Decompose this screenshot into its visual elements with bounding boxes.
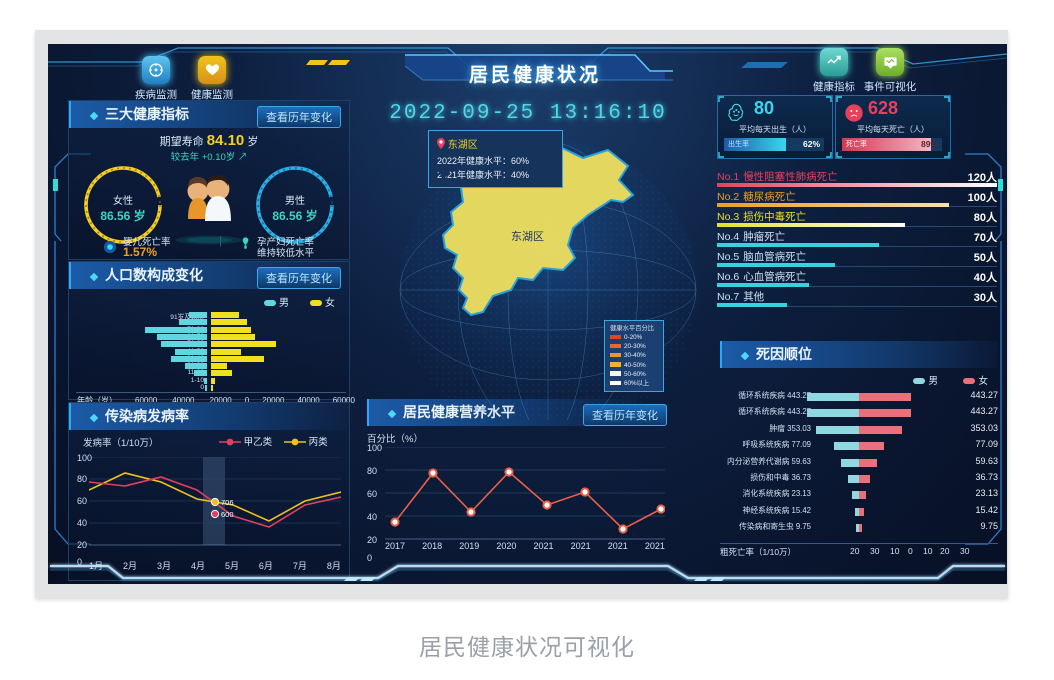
- svg-text:东湖区: 东湖区: [511, 230, 544, 243]
- svg-text:706: 706: [221, 498, 234, 507]
- svg-text:600: 600: [221, 510, 234, 519]
